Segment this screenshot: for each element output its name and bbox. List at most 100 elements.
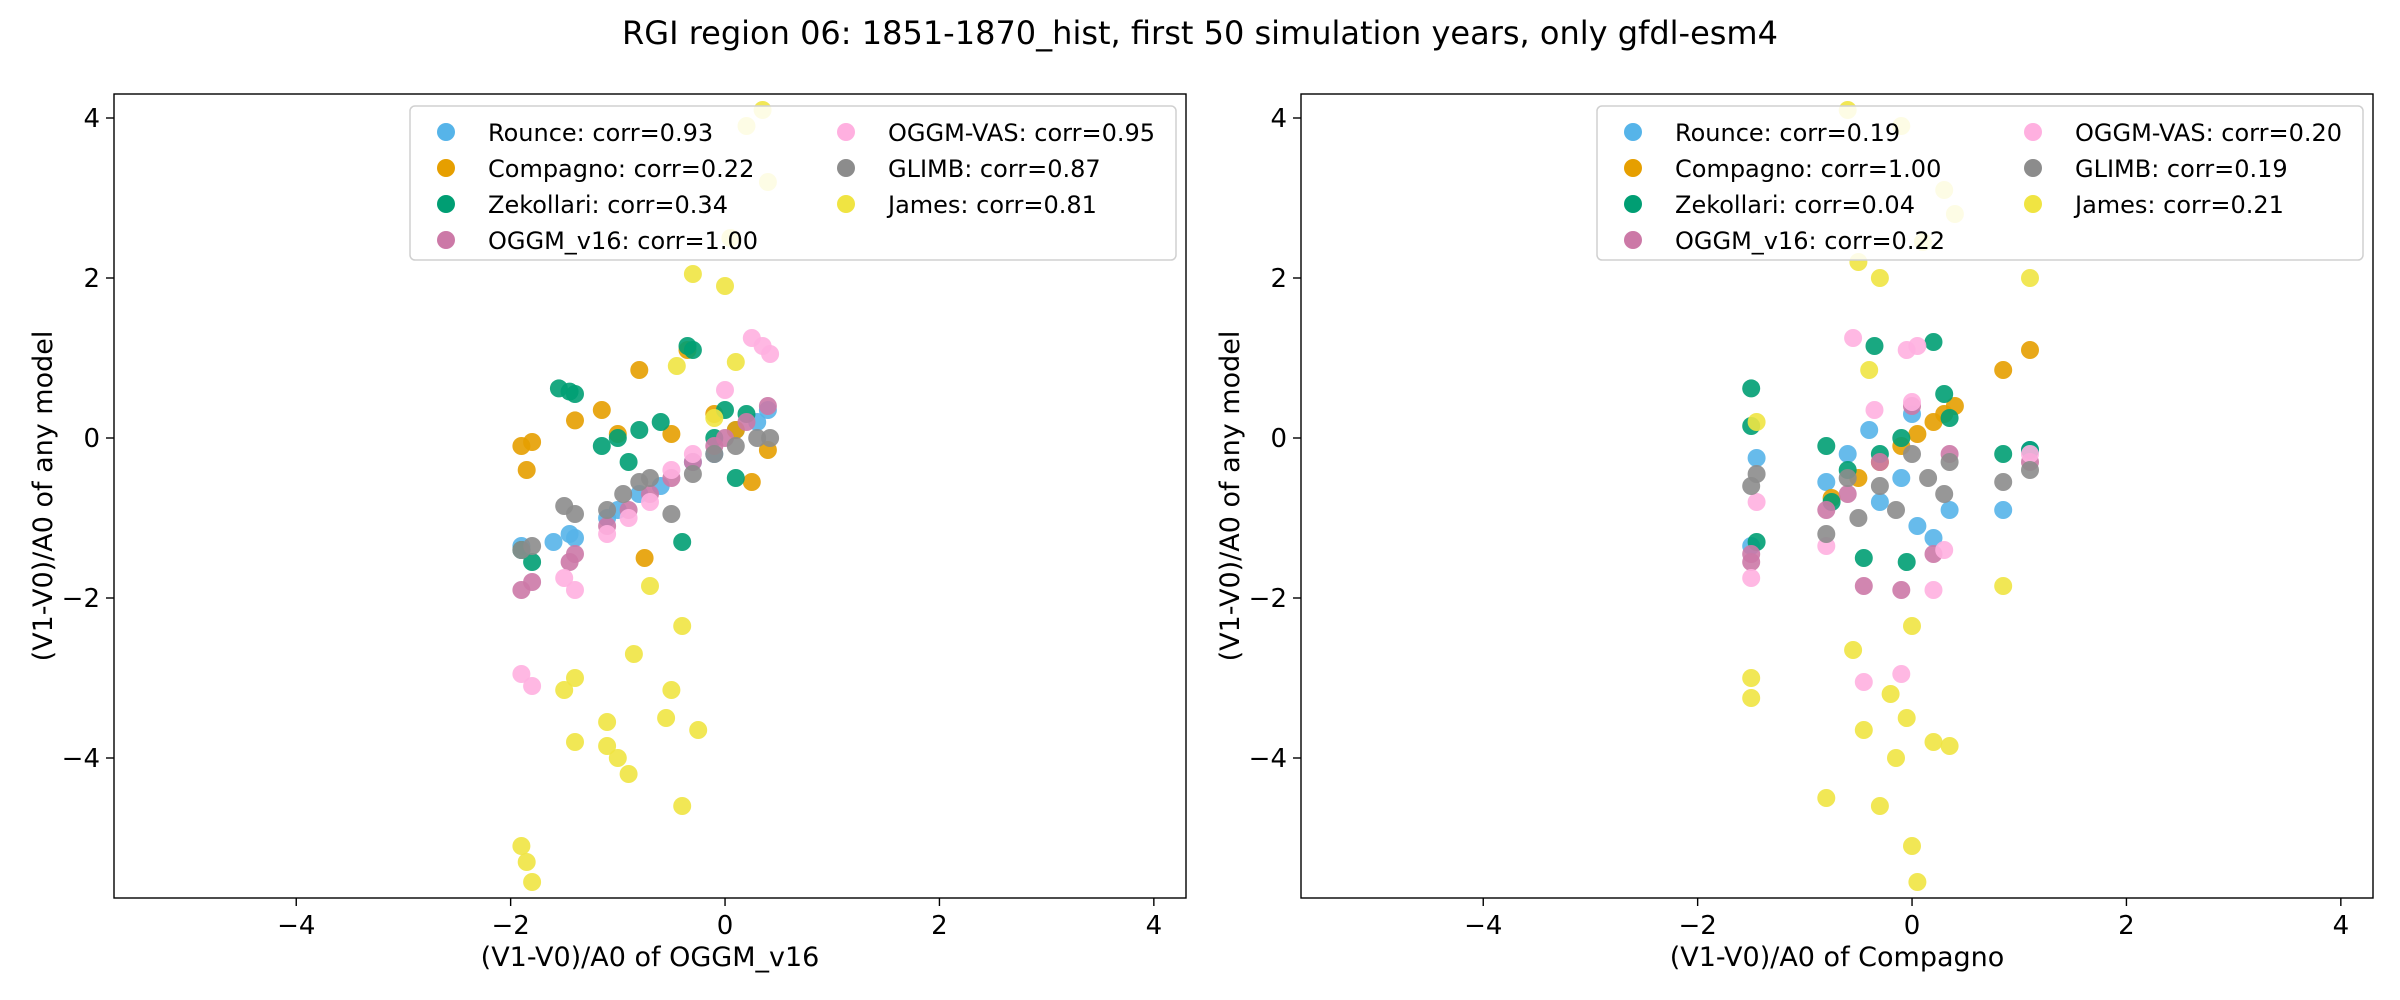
- legend-marker: [1624, 159, 1642, 177]
- data-point-james: [619, 765, 638, 783]
- data-point-rounce: [1892, 469, 1911, 487]
- data-point-james: [1903, 617, 1921, 635]
- axes-frame: [113, 93, 1187, 899]
- y-tick-label: 4: [83, 104, 100, 134]
- data-point-oggm-vas: [1742, 569, 1761, 587]
- data-point-glimb: [1935, 485, 1954, 503]
- legend-entry: GLIMB: corr=0.87: [888, 155, 1101, 183]
- legend-entry: OGGM-VAS: corr=0.20: [2075, 119, 2342, 147]
- data-point-james: [689, 721, 708, 739]
- x-tick-label: 4: [1146, 911, 1163, 941]
- data-point-james: [523, 873, 542, 891]
- data-point-oggm-vas: [1908, 337, 1927, 355]
- data-point-james: [1747, 413, 1766, 431]
- x-axis-label: (V1-V0)/A0 of OGGM_v16: [481, 942, 820, 973]
- data-point-zekollari: [1865, 337, 1884, 355]
- data-point-james: [555, 681, 574, 699]
- points: [512, 101, 780, 891]
- data-point-compagno: [517, 461, 536, 479]
- y-tick-label: −2: [1249, 584, 1287, 614]
- data-point-glimb: [748, 429, 767, 447]
- data-point-james: [1817, 789, 1836, 807]
- legend-marker: [437, 159, 455, 177]
- data-point-zekollari: [1897, 553, 1916, 571]
- data-point-compagno: [662, 425, 681, 443]
- data-point-james: [1844, 641, 1863, 659]
- data-point-james: [716, 277, 734, 295]
- x-tick-label: 2: [2118, 911, 2135, 941]
- data-point-james: [1924, 733, 1943, 751]
- data-point-oggm-vas: [598, 525, 617, 543]
- data-point-james: [683, 265, 702, 283]
- legend-marker: [2024, 195, 2042, 213]
- y-axis-label: (V1-V0)/A0 of any model: [1215, 331, 1246, 662]
- x-tick-label: 0: [1904, 911, 1921, 941]
- data-point-james: [662, 681, 681, 699]
- data-point-james: [705, 409, 724, 427]
- legend-entry: Rounce: corr=0.93: [488, 119, 713, 147]
- legend-marker: [437, 123, 455, 141]
- data-point-james: [641, 577, 659, 595]
- legend-entry: Zekollari: corr=0.34: [488, 191, 728, 219]
- data-point-oggm-vas: [555, 569, 574, 587]
- data-point-rounce: [1817, 473, 1836, 491]
- data-point-james: [1870, 797, 1889, 815]
- data-point-glimb: [523, 537, 542, 555]
- data-point-zekollari: [651, 413, 670, 431]
- left-scatter-panel: −4 −2 0 2 4 −4 −2 0 2 4 (V1-V0)/A0 of OGGM_v16 (V1-…: [28, 93, 1187, 973]
- data-point-zekollari: [1817, 437, 1836, 455]
- data-point-oggm-v16: [1854, 577, 1873, 595]
- data-point-oggm-vas: [2021, 445, 2039, 463]
- data-point-rounce: [1994, 501, 2013, 519]
- data-point-oggm-vas: [662, 461, 681, 479]
- data-point-james: [566, 669, 584, 687]
- data-point-glimb: [1887, 501, 1905, 519]
- data-point-zekollari: [1892, 429, 1911, 447]
- data-point-rounce: [1860, 421, 1879, 439]
- legend-entry: Rounce: corr=0.19: [1675, 119, 1900, 147]
- data-point-glimb: [641, 469, 659, 487]
- data-point-rounce: [544, 533, 563, 551]
- x-tick-label: 4: [2333, 911, 2350, 941]
- legend-marker: [437, 195, 455, 213]
- data-point-compagno: [1994, 361, 2013, 379]
- y-tick-label: 0: [83, 424, 100, 454]
- data-point-glimb: [1849, 509, 1868, 527]
- x-tick-label: 0: [717, 911, 734, 941]
- data-point-oggm-vas: [1844, 329, 1863, 347]
- legend: Rounce: corr=0.93 Compagno: corr=0.22 Zeko…: [409, 105, 1177, 261]
- legend-marker: [2024, 123, 2042, 141]
- data-point-glimb: [1817, 525, 1836, 543]
- data-point-james: [566, 733, 584, 751]
- data-point-glimb: [598, 501, 617, 519]
- legend-entry: Compagno: corr=0.22: [488, 155, 754, 183]
- data-point-zekollari: [523, 553, 542, 571]
- data-point-oggm-v16: [1838, 485, 1857, 503]
- data-point-oggm-vas: [1854, 673, 1873, 691]
- legend-marker: [837, 195, 855, 213]
- legend-marker: [437, 231, 455, 249]
- data-point-glimb: [1870, 477, 1889, 495]
- data-point-james: [673, 617, 692, 635]
- data-point-zekollari: [630, 421, 649, 439]
- data-point-james: [598, 737, 617, 755]
- data-point-james: [1742, 669, 1761, 687]
- data-point-zekollari: [683, 341, 702, 359]
- data-point-james: [1887, 749, 1905, 767]
- data-point-compagno: [566, 411, 584, 430]
- y-tick-label: 2: [83, 264, 100, 294]
- data-point-compagno: [635, 549, 654, 567]
- y-tick-label: −4: [62, 744, 100, 774]
- data-point-oggm-v16: [566, 545, 584, 563]
- data-point-oggm-vas: [716, 381, 734, 399]
- data-point-zekollari: [566, 385, 584, 403]
- data-point-glimb: [683, 465, 702, 483]
- data-point-james: [1940, 737, 1959, 755]
- data-point-oggm-vas: [1924, 581, 1943, 599]
- data-point-rounce: [1924, 529, 1943, 547]
- right-scatter-panel: −4 −2 0 2 4 −4 −2 0 2 4 (V1-V0)/A0 of Compagno (V1-…: [1215, 93, 2374, 973]
- data-point-oggm-vas: [1903, 393, 1921, 411]
- data-point-zekollari: [619, 453, 638, 471]
- data-point-james: [1881, 685, 1900, 703]
- data-point-zekollari: [1854, 549, 1873, 567]
